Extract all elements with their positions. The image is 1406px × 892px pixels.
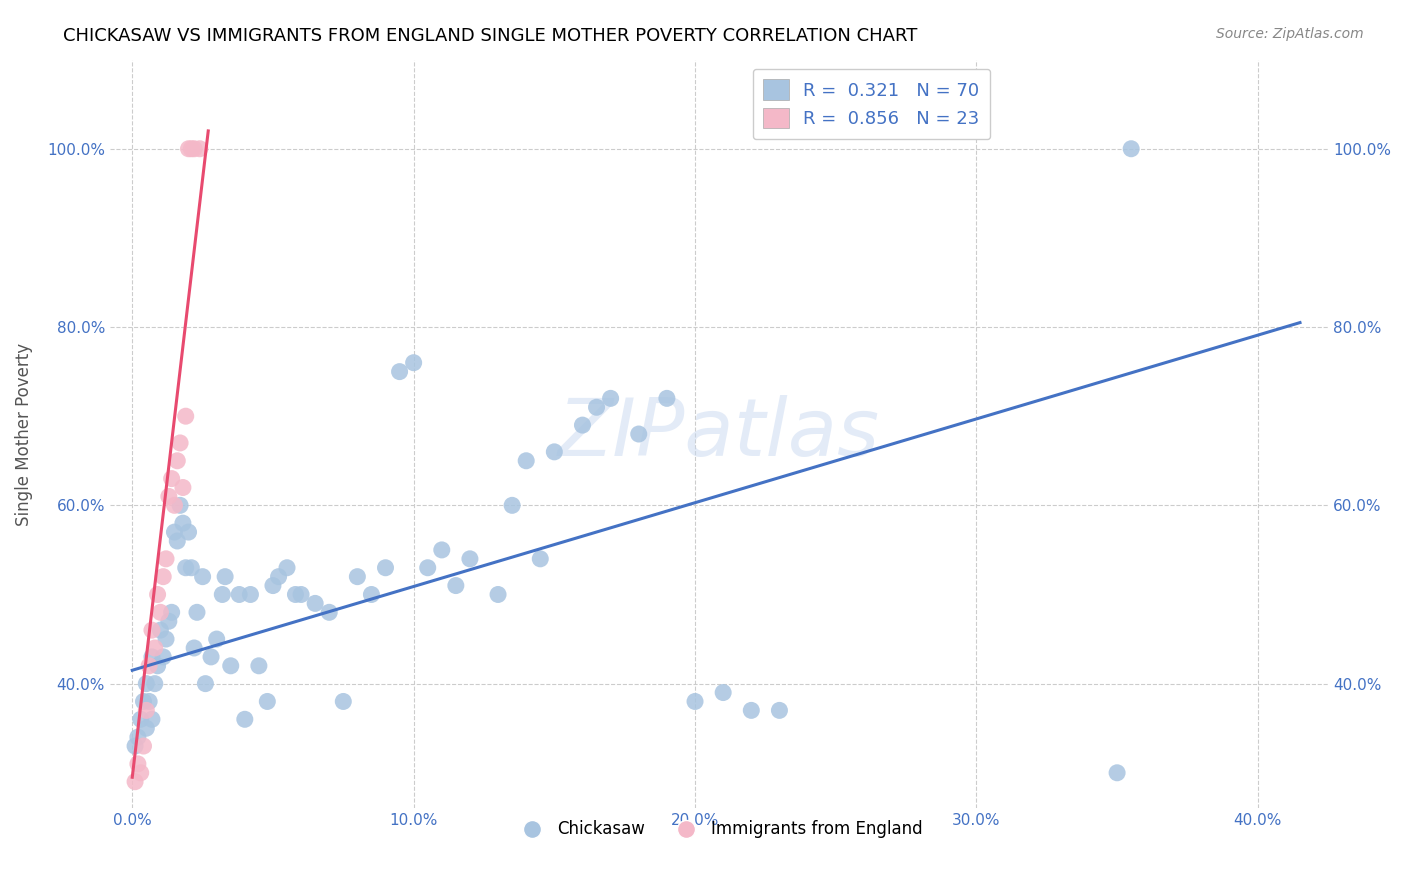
Point xyxy=(141,623,163,637)
Point xyxy=(515,454,537,468)
Point xyxy=(318,605,340,619)
Point xyxy=(346,569,368,583)
Point xyxy=(172,516,194,531)
Point xyxy=(141,649,163,664)
Point xyxy=(174,560,197,574)
Point xyxy=(135,721,157,735)
Point xyxy=(124,774,146,789)
Point xyxy=(585,401,607,415)
Point xyxy=(127,730,149,744)
Point xyxy=(157,490,180,504)
Point xyxy=(186,605,208,619)
Point xyxy=(166,534,188,549)
Point xyxy=(129,712,152,726)
Point xyxy=(276,560,298,574)
Point xyxy=(174,409,197,424)
Point xyxy=(143,676,166,690)
Point xyxy=(152,649,174,664)
Point xyxy=(571,418,593,433)
Point xyxy=(233,712,256,726)
Point xyxy=(169,436,191,450)
Point xyxy=(430,542,453,557)
Point xyxy=(458,551,481,566)
Point xyxy=(160,472,183,486)
Point xyxy=(256,694,278,708)
Point xyxy=(543,445,565,459)
Point xyxy=(416,560,439,574)
Point xyxy=(599,392,621,406)
Point xyxy=(155,632,177,646)
Point xyxy=(194,676,217,690)
Point xyxy=(683,694,706,708)
Point xyxy=(141,712,163,726)
Point xyxy=(163,499,186,513)
Point xyxy=(149,605,172,619)
Point xyxy=(160,605,183,619)
Point xyxy=(388,365,411,379)
Point xyxy=(149,623,172,637)
Point xyxy=(169,499,191,513)
Point xyxy=(219,658,242,673)
Point xyxy=(402,356,425,370)
Point xyxy=(768,703,790,717)
Point xyxy=(191,569,214,583)
Point xyxy=(529,551,551,566)
Point xyxy=(267,569,290,583)
Point xyxy=(290,587,312,601)
Point xyxy=(304,596,326,610)
Point xyxy=(132,694,155,708)
Point xyxy=(486,587,509,601)
Point xyxy=(200,649,222,664)
Point xyxy=(262,578,284,592)
Point xyxy=(157,614,180,628)
Point xyxy=(247,658,270,673)
Point xyxy=(127,756,149,771)
Point xyxy=(228,587,250,601)
Point xyxy=(180,560,202,574)
Point xyxy=(129,765,152,780)
Point xyxy=(655,392,678,406)
Point xyxy=(152,569,174,583)
Point xyxy=(360,587,382,601)
Point xyxy=(183,640,205,655)
Point xyxy=(138,658,160,673)
Point xyxy=(501,499,523,513)
Point xyxy=(124,739,146,753)
Point xyxy=(627,427,650,442)
Point xyxy=(172,481,194,495)
Point xyxy=(146,587,169,601)
Point xyxy=(135,703,157,717)
Point xyxy=(214,569,236,583)
Point xyxy=(188,142,211,156)
Point xyxy=(135,676,157,690)
Point xyxy=(444,578,467,592)
Text: CHICKASAW VS IMMIGRANTS FROM ENGLAND SINGLE MOTHER POVERTY CORRELATION CHART: CHICKASAW VS IMMIGRANTS FROM ENGLAND SIN… xyxy=(63,27,918,45)
Point xyxy=(177,142,200,156)
Point xyxy=(332,694,354,708)
Point xyxy=(132,739,155,753)
Text: Source: ZipAtlas.com: Source: ZipAtlas.com xyxy=(1216,27,1364,41)
Point xyxy=(177,525,200,540)
Y-axis label: Single Mother Poverty: Single Mother Poverty xyxy=(15,343,32,525)
Point xyxy=(740,703,762,717)
Point xyxy=(239,587,262,601)
Point xyxy=(138,694,160,708)
Point xyxy=(211,587,233,601)
Point xyxy=(163,525,186,540)
Text: ZIPatlas: ZIPatlas xyxy=(558,395,880,473)
Point xyxy=(284,587,307,601)
Legend: Chickasaw, Immigrants from England: Chickasaw, Immigrants from England xyxy=(509,814,929,845)
Point xyxy=(183,142,205,156)
Point xyxy=(155,551,177,566)
Point xyxy=(166,454,188,468)
Point xyxy=(146,658,169,673)
Point xyxy=(374,560,396,574)
Point xyxy=(711,685,734,699)
Point xyxy=(205,632,228,646)
Point xyxy=(1121,142,1143,156)
Point xyxy=(143,640,166,655)
Point xyxy=(180,142,202,156)
Point xyxy=(1107,765,1129,780)
